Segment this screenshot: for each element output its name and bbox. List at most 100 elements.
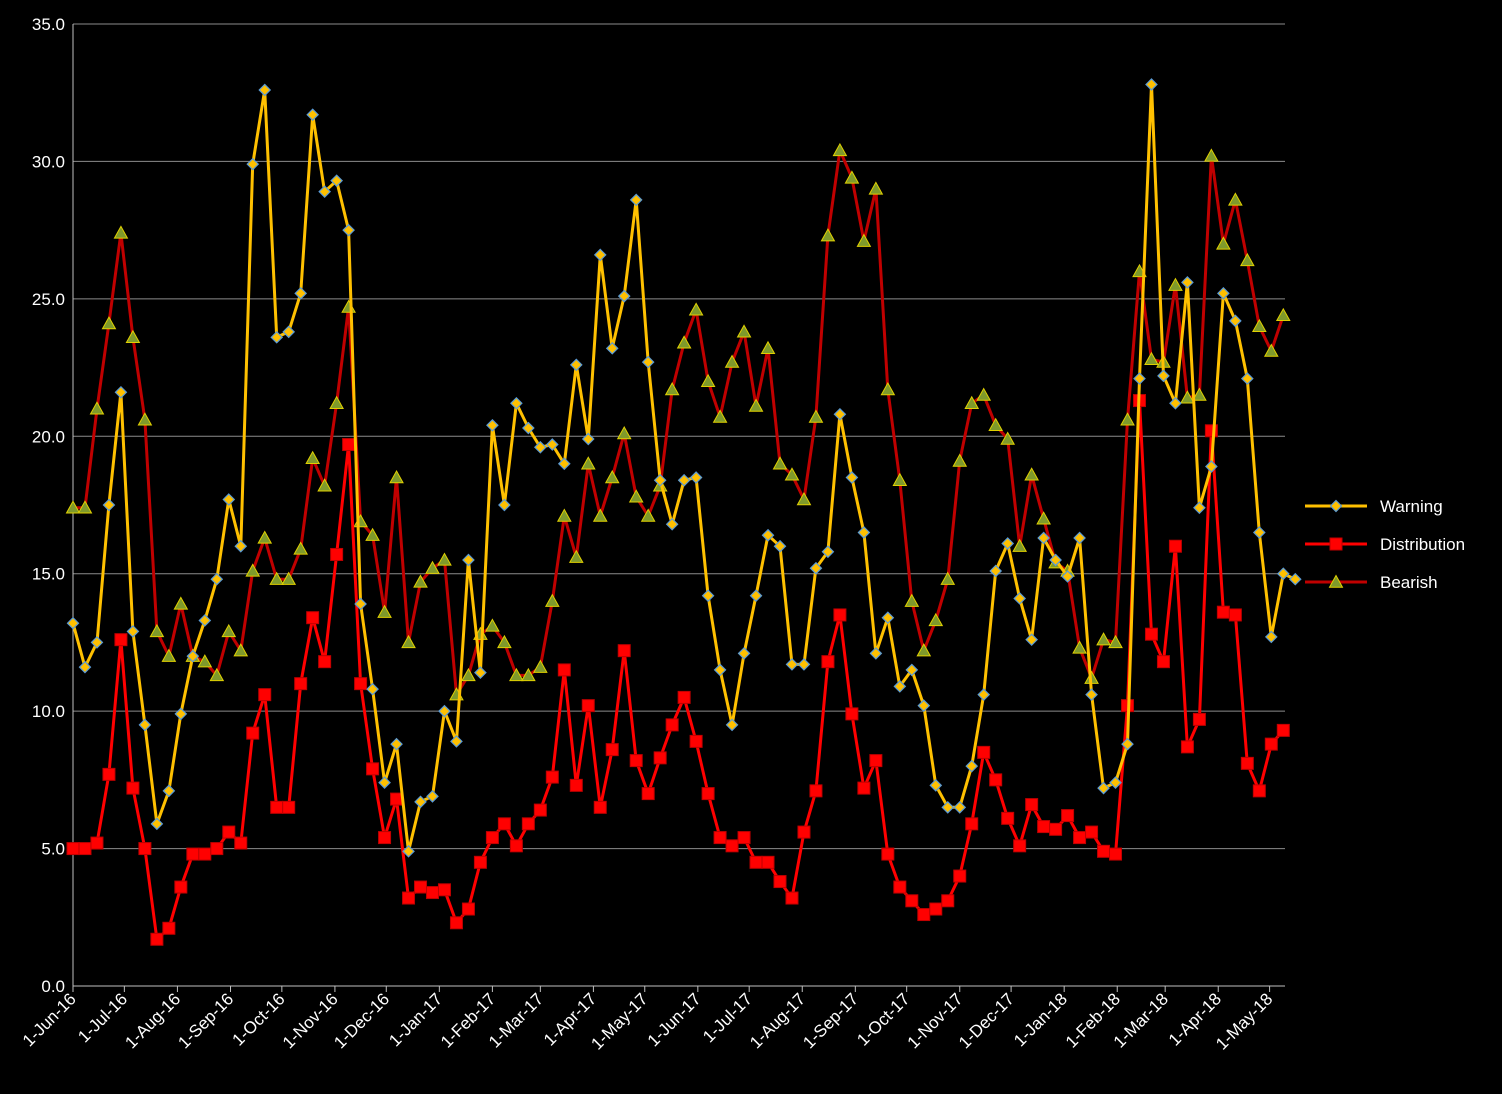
distribution-point <box>905 894 919 908</box>
distribution-point <box>1144 627 1158 641</box>
warning-point <box>629 193 643 207</box>
bearish-point <box>497 634 512 649</box>
distribution-point <box>1073 831 1087 845</box>
warning-point <box>1288 572 1302 586</box>
bearish-point <box>880 382 896 396</box>
warning-point <box>102 498 116 512</box>
bearish-point <box>664 382 680 396</box>
distribution-point <box>929 902 943 916</box>
bearish-point <box>317 478 332 492</box>
bearish-point <box>988 417 1004 431</box>
bearish-point <box>1144 351 1159 366</box>
series-warning <box>66 78 1302 858</box>
bearish-point <box>1096 632 1111 646</box>
warning-point <box>917 699 931 712</box>
distribution-point <box>485 831 499 845</box>
warning-point <box>114 385 128 399</box>
bearish-point <box>964 395 980 410</box>
bearish-point <box>389 469 404 484</box>
distribution-point <box>162 921 176 935</box>
warning-point <box>773 539 787 553</box>
distribution-point <box>989 773 1003 787</box>
y-tick-label: 20.0 <box>32 427 65 446</box>
warning-point <box>342 223 355 237</box>
bearish-point <box>413 574 428 588</box>
bearish-point <box>952 453 968 467</box>
legend-item-bearish: Bearish <box>1305 573 1438 592</box>
y-tick-label: 30.0 <box>32 152 65 171</box>
bearish-point <box>1275 307 1291 322</box>
distribution-point <box>857 781 871 795</box>
warning-point <box>905 663 919 677</box>
distribution-point <box>306 611 320 625</box>
bearish-point <box>772 456 788 470</box>
distribution-point <box>1037 820 1051 834</box>
warning-point <box>498 498 511 512</box>
warning-point <box>989 564 1003 578</box>
warning-point <box>845 471 859 484</box>
distribution-point <box>282 800 296 814</box>
distribution-point <box>1168 539 1182 553</box>
warning-point <box>965 759 979 773</box>
bearish-point <box>461 667 476 682</box>
warning-point <box>617 289 631 303</box>
warning-point <box>138 718 152 732</box>
distribution-point <box>78 842 92 856</box>
bearish-point <box>401 634 416 649</box>
warning-point <box>701 589 715 603</box>
distribution-point <box>270 800 284 814</box>
bearish-point <box>161 648 177 662</box>
bearish-point <box>233 643 249 657</box>
legend: Warning Distribution Bearish <box>1305 497 1465 592</box>
bearish-point <box>221 623 237 638</box>
warning-point <box>869 647 883 660</box>
distribution-point <box>437 883 451 897</box>
warning-point <box>150 817 164 831</box>
bearish-point <box>856 233 872 247</box>
warning-point <box>1145 78 1158 91</box>
bearish-point <box>1108 634 1123 649</box>
warning-point <box>1121 737 1134 751</box>
bearish-point <box>1216 236 1231 250</box>
bearish-point <box>940 571 956 585</box>
bearish-point <box>485 618 500 632</box>
series-bearish <box>65 142 1291 701</box>
warning-point <box>545 438 559 451</box>
warning-point <box>1133 372 1146 385</box>
warning-point <box>450 735 463 748</box>
warning-point <box>1157 369 1170 383</box>
bearish-point <box>628 489 644 503</box>
warning-point <box>1097 781 1110 795</box>
bearish-point <box>125 329 141 344</box>
warning-point <box>1073 531 1086 545</box>
warning-point <box>749 589 763 603</box>
warning-point <box>1193 501 1206 515</box>
distribution-point <box>461 902 475 916</box>
distribution-point <box>617 644 631 658</box>
warning-point <box>306 108 320 122</box>
bearish-point <box>521 667 536 682</box>
distribution-point <box>893 880 907 894</box>
warning-point <box>462 553 475 567</box>
warning-point <box>1264 630 1278 644</box>
warning-point <box>1169 396 1182 410</box>
bearish-point <box>760 340 776 355</box>
legend-label: Bearish <box>1380 573 1438 592</box>
bearish-point <box>437 552 452 566</box>
distribution-point <box>797 825 811 839</box>
bearish-point <box>1239 252 1255 267</box>
bearish-point <box>1263 343 1279 357</box>
bearish-point <box>868 181 884 195</box>
bearish-point <box>1228 192 1243 206</box>
distribution-point <box>294 677 308 691</box>
distribution-point <box>737 831 751 845</box>
bearish-point <box>1024 467 1039 481</box>
distribution-point <box>258 688 272 702</box>
legend-item-distribution: Distribution <box>1305 535 1465 554</box>
warning-point <box>641 355 655 369</box>
bearish-point <box>137 412 153 426</box>
distribution-point <box>677 690 691 704</box>
distribution-point <box>701 787 715 801</box>
bearish-point <box>976 387 992 401</box>
